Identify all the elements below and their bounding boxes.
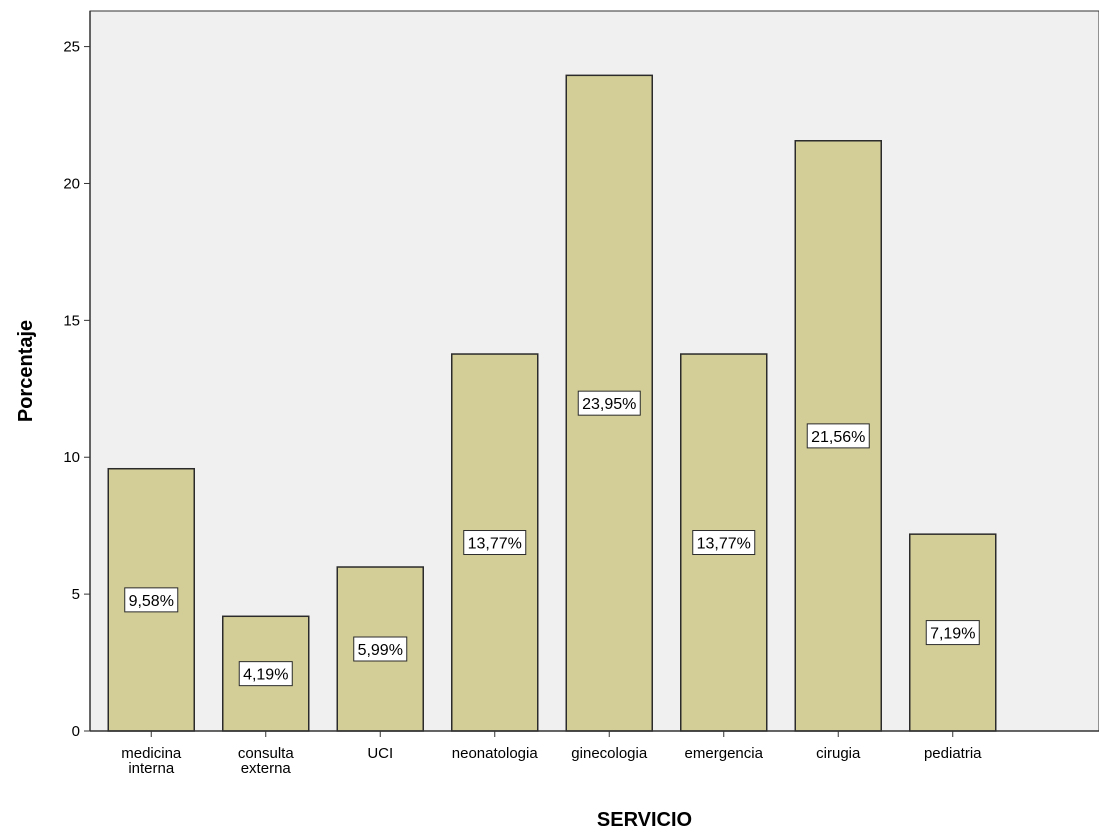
data-label-box (463, 530, 527, 556)
x-category-label: pediatria (924, 745, 982, 762)
y-ticks-group: 0 5 10 15 20 25 (63, 39, 90, 740)
data-label: 13,77% (697, 536, 751, 553)
x-category-label: consulta externa (238, 745, 295, 777)
data-label: 23,95% (582, 396, 636, 413)
y-axis-title: Porcentaje (15, 320, 37, 422)
y-tick-label: 25 (63, 39, 80, 56)
x-category-label: neonatologia (452, 745, 539, 762)
data-label-box (692, 530, 756, 556)
x-category-label: UCI (367, 745, 393, 762)
x-category-label: ginecologia (571, 745, 648, 762)
x-axis-title: SERVICIO (597, 809, 692, 831)
x-category-label: medicina interna (121, 745, 182, 777)
x-category-label: emergencia (685, 745, 764, 762)
y-tick-label: 0 (72, 723, 80, 740)
x-category-label: cirugia (816, 745, 861, 762)
data-label: 21,56% (811, 429, 865, 446)
data-label: 13,77% (468, 536, 522, 553)
x-category-labels-group: medicina interna consulta externa UCI neonato… (121, 731, 982, 777)
data-label: 4,19% (243, 667, 288, 684)
data-label-box (353, 636, 408, 662)
data-label-box (577, 390, 641, 416)
data-label-box (124, 587, 179, 613)
y-tick-label: 20 (63, 175, 80, 192)
data-label-box (806, 423, 870, 449)
data-label: 7,19% (930, 626, 975, 643)
data-label: 5,99% (358, 642, 403, 659)
data-label-box (238, 661, 293, 687)
bars-group: 9,58% 4,19% 5,99% 13,77% 23,95% 13,77% 21,56% 7… (107, 74, 997, 732)
data-label: 9,58% (129, 593, 174, 610)
y-tick-label: 10 (63, 449, 80, 466)
y-tick-label: 15 (63, 312, 80, 329)
data-label-box (925, 620, 980, 646)
y-tick-label: 5 (72, 586, 80, 603)
